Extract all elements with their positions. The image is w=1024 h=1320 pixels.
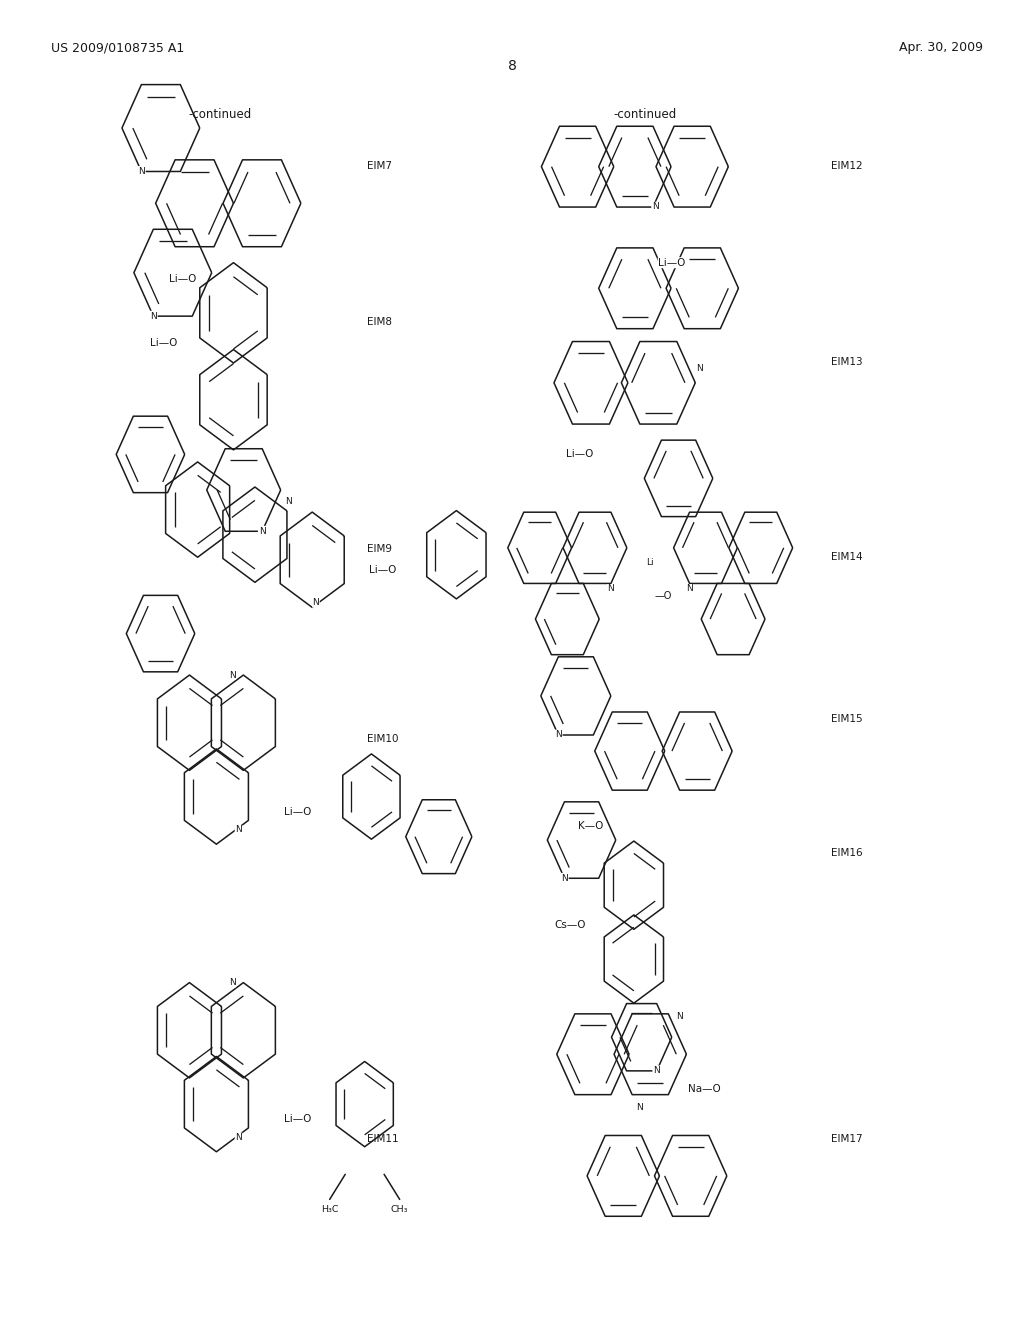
Text: N: N (607, 585, 614, 594)
Text: EIM11: EIM11 (367, 1134, 398, 1144)
Text: N: N (285, 496, 292, 506)
Text: Cs—O: Cs—O (555, 920, 586, 931)
Text: EIM10: EIM10 (367, 734, 398, 744)
Text: N: N (229, 671, 236, 680)
Text: K—O: K—O (579, 821, 603, 832)
Text: CH₃: CH₃ (391, 1205, 409, 1214)
Text: EIM16: EIM16 (831, 847, 863, 858)
Text: EIM15: EIM15 (831, 714, 863, 725)
Text: Apr. 30, 2009: Apr. 30, 2009 (899, 41, 983, 54)
Text: EIM14: EIM14 (831, 552, 863, 562)
Text: Li—O: Li—O (566, 449, 594, 459)
Text: -continued: -continued (188, 108, 252, 121)
Text: Li—O: Li—O (284, 1114, 311, 1125)
Text: N: N (653, 1067, 660, 1076)
Text: US 2009/0108735 A1: US 2009/0108735 A1 (51, 41, 184, 54)
Text: 8: 8 (508, 59, 516, 73)
Text: N: N (695, 364, 702, 374)
Text: N: N (138, 166, 144, 176)
Text: Li—O: Li—O (169, 273, 197, 284)
Text: EIM13: EIM13 (831, 356, 863, 367)
Text: N: N (236, 825, 242, 834)
Text: N: N (555, 730, 562, 739)
Text: Na—O: Na—O (688, 1084, 721, 1094)
Text: N: N (259, 527, 265, 536)
Text: N: N (229, 978, 236, 987)
Text: N: N (686, 585, 693, 594)
Text: N: N (150, 312, 157, 321)
Text: N: N (651, 202, 658, 211)
Text: EIM7: EIM7 (367, 161, 391, 172)
Text: EIM9: EIM9 (367, 544, 391, 554)
Text: EIM17: EIM17 (831, 1134, 863, 1144)
Text: Li: Li (646, 558, 654, 568)
Text: N: N (236, 1133, 242, 1142)
Text: -continued: -continued (613, 108, 677, 121)
Text: Li—O: Li—O (150, 338, 177, 348)
Text: N: N (561, 874, 568, 883)
Text: Li—O: Li—O (369, 565, 396, 574)
Text: H₃C: H₃C (321, 1205, 338, 1214)
Text: —O: —O (654, 591, 672, 601)
Text: N: N (676, 1012, 683, 1022)
Text: N: N (312, 598, 319, 607)
Text: N: N (636, 1104, 643, 1113)
Text: EIM12: EIM12 (831, 161, 863, 172)
Text: EIM8: EIM8 (367, 317, 391, 327)
Text: Li—O: Li—O (284, 807, 311, 817)
Text: Li—O: Li—O (658, 257, 686, 268)
